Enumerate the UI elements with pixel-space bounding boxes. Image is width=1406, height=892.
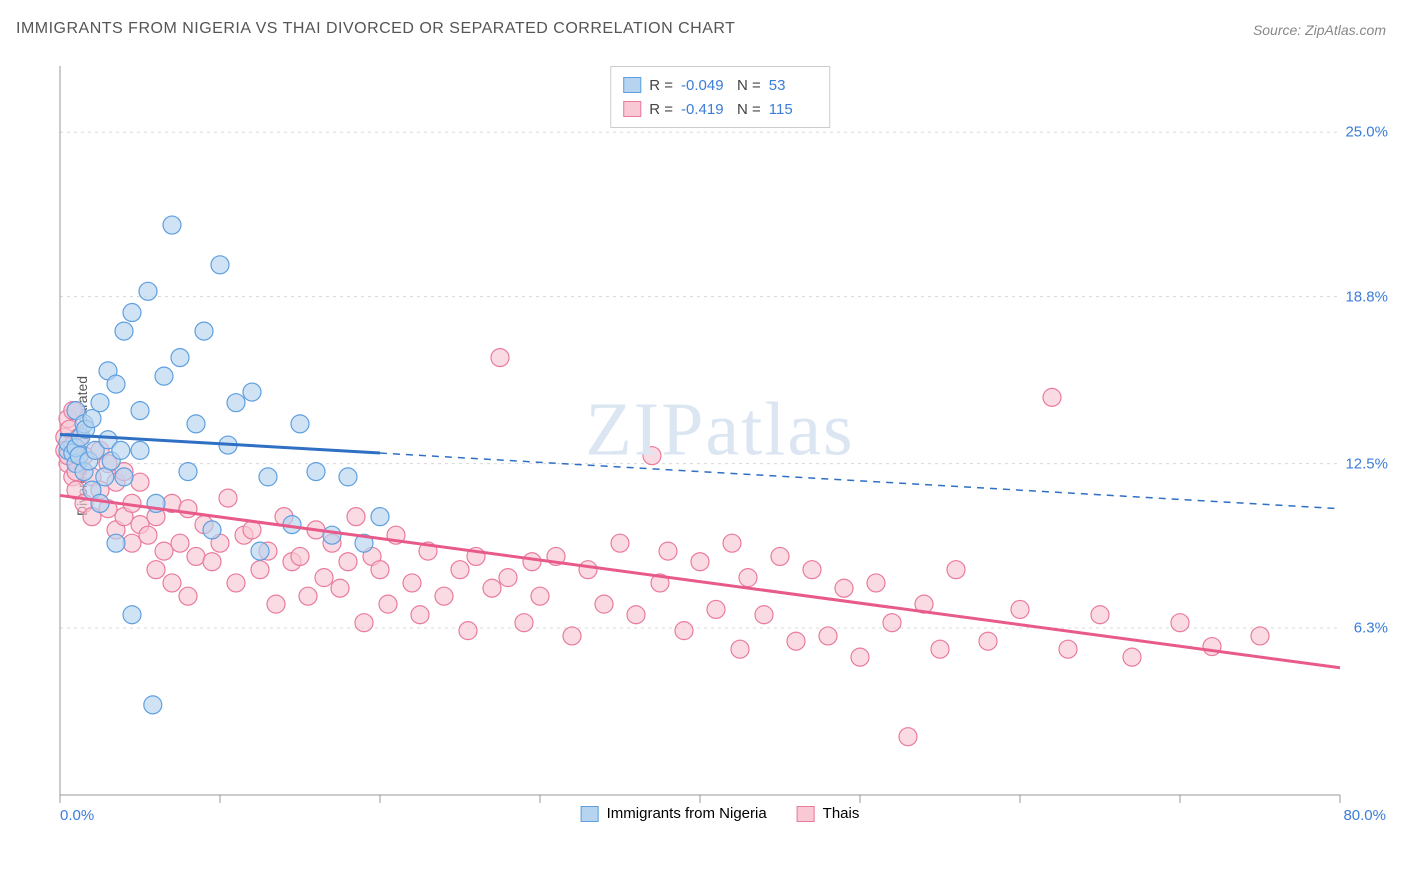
legend-series: Immigrants from Nigeria Thais bbox=[581, 805, 860, 822]
plot-svg bbox=[50, 60, 1390, 830]
y-tick-label: 12.5% bbox=[1345, 455, 1388, 472]
y-tick-label: 6.3% bbox=[1354, 619, 1388, 636]
source-value: ZipAtlas.com bbox=[1305, 22, 1386, 38]
legend-stats-row-thai: R = -0.419 N = 115 bbox=[623, 97, 817, 121]
legend-label-thai: Thais bbox=[823, 805, 860, 822]
r-label-1: R = bbox=[649, 101, 673, 118]
chart-title: IMMIGRANTS FROM NIGERIA VS THAI DIVORCED… bbox=[16, 20, 735, 38]
legend-stats: R = -0.049 N = 53 R = -0.419 N = 115 bbox=[610, 66, 830, 128]
n-label-1: N = bbox=[737, 101, 761, 118]
x-axis-min: 0.0% bbox=[60, 807, 94, 824]
n-value-1: 115 bbox=[769, 101, 817, 118]
legend-swatch-thai bbox=[797, 806, 815, 822]
legend-stats-row-nigeria: R = -0.049 N = 53 bbox=[623, 73, 817, 97]
source-credit: Source: ZipAtlas.com bbox=[1253, 22, 1386, 38]
swatch-nigeria bbox=[623, 77, 641, 93]
r-value-1: -0.419 bbox=[681, 101, 729, 118]
legend-swatch-nigeria bbox=[581, 806, 599, 822]
n-label-0: N = bbox=[737, 77, 761, 94]
y-tick-label: 25.0% bbox=[1345, 124, 1388, 141]
source-label: Source: bbox=[1253, 22, 1301, 38]
x-axis-max: 80.0% bbox=[1343, 807, 1386, 824]
legend-item-thai: Thais bbox=[797, 805, 860, 822]
legend-label-nigeria: Immigrants from Nigeria bbox=[607, 805, 767, 822]
legend-item-nigeria: Immigrants from Nigeria bbox=[581, 805, 767, 822]
swatch-thai bbox=[623, 101, 641, 117]
chart-area: ZIPatlas R = -0.049 N = 53 R = -0.419 N … bbox=[50, 60, 1390, 830]
chart-container: IMMIGRANTS FROM NIGERIA VS THAI DIVORCED… bbox=[0, 0, 1406, 892]
r-value-0: -0.049 bbox=[681, 77, 729, 94]
n-value-0: 53 bbox=[769, 77, 817, 94]
y-tick-label: 18.8% bbox=[1345, 288, 1388, 305]
r-label-0: R = bbox=[649, 77, 673, 94]
